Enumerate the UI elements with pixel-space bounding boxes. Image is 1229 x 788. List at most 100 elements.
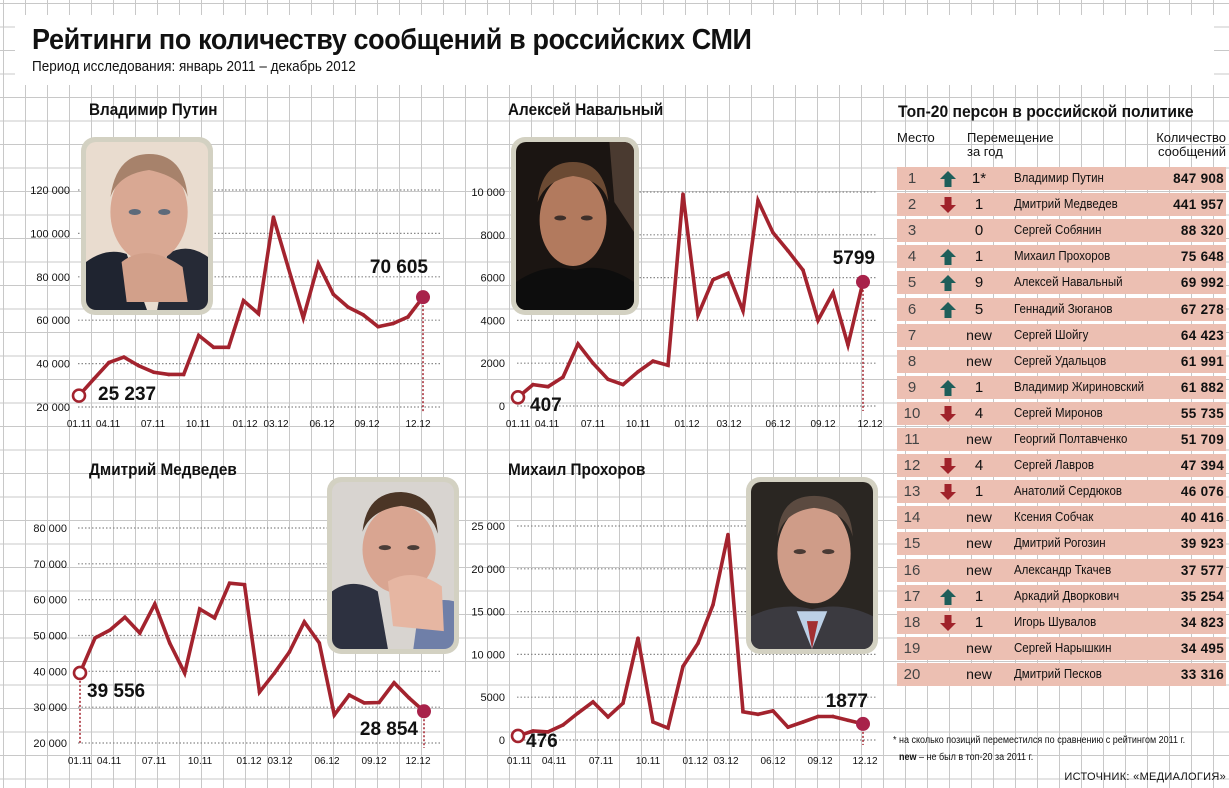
data-point bbox=[591, 361, 595, 366]
data-point bbox=[756, 712, 760, 717]
data-point bbox=[362, 701, 366, 705]
data-point bbox=[286, 266, 291, 270]
data-point bbox=[636, 369, 640, 374]
data-point bbox=[346, 305, 351, 309]
row-move: 9 bbox=[974, 274, 984, 292]
data-point bbox=[576, 711, 580, 715]
footnote-new: new – не был в топ-20 за 2011 г. bbox=[899, 752, 1201, 763]
row-move: new bbox=[966, 639, 992, 656]
data-point bbox=[107, 360, 111, 365]
row-place: 12 bbox=[903, 457, 921, 475]
data-point bbox=[377, 700, 381, 705]
row-name: Владимир Жириновский bbox=[1014, 379, 1145, 394]
row-place: 2 bbox=[907, 196, 917, 214]
x-tick-label: 09.12 bbox=[354, 419, 379, 430]
row-move: new bbox=[966, 326, 992, 343]
x-tick-label: 01.12 bbox=[236, 756, 261, 767]
data-point bbox=[681, 664, 685, 669]
data-point bbox=[152, 602, 157, 606]
data-point bbox=[816, 714, 820, 719]
row-place: 19 bbox=[903, 639, 921, 657]
data-point bbox=[786, 249, 790, 253]
start-marker bbox=[72, 665, 88, 681]
data-point bbox=[681, 192, 685, 196]
end-value-label: 70 605 bbox=[370, 257, 429, 278]
x-tick-label: 06.12 bbox=[309, 419, 334, 430]
data-point bbox=[361, 312, 365, 317]
data-point bbox=[167, 641, 172, 645]
data-point bbox=[93, 636, 97, 640]
y-tick-label: 70 000 bbox=[33, 559, 67, 571]
row-name: Аркадий Дворкович bbox=[1014, 588, 1120, 603]
portrait-prokhorov-image bbox=[751, 482, 873, 649]
chart-title-prokhorov: Михаил Прохоров bbox=[508, 460, 646, 479]
y-tick-label: 6000 bbox=[481, 273, 505, 285]
start-value-label: 476 bbox=[526, 731, 558, 752]
end-value-label: 1877 bbox=[826, 691, 868, 712]
row-place: 5 bbox=[907, 274, 917, 292]
table-row: 17 1 Аркадий Дворкович 35 254 bbox=[897, 584, 1226, 608]
row-move: 1 bbox=[974, 248, 984, 266]
x-tick-label: 01.12 bbox=[674, 419, 699, 430]
data-point bbox=[696, 313, 700, 317]
y-tick-label: 0 bbox=[499, 401, 505, 413]
col-header-place: Место bbox=[897, 130, 935, 145]
data-point bbox=[92, 376, 96, 381]
series-line-navalny bbox=[516, 193, 865, 400]
x-tick-label: 12.12 bbox=[857, 419, 882, 430]
table-row: 10 4 Сергей Миронов 55 735 bbox=[897, 401, 1226, 425]
row-count: 88 320 bbox=[1180, 223, 1224, 239]
row-count: 37 577 bbox=[1180, 562, 1224, 578]
table-row: 15 new Дмитрий Рогозин 39 923 bbox=[897, 532, 1226, 556]
col-header-count: Количество сообщений bbox=[1156, 131, 1226, 159]
data-point bbox=[226, 345, 231, 350]
row-place: 18 bbox=[903, 613, 921, 631]
x-tick-label: 10.11 bbox=[626, 419, 651, 430]
x-tick-label: 06.12 bbox=[765, 419, 790, 430]
start-value-label: 25 237 bbox=[98, 384, 156, 405]
portrait-navalny bbox=[511, 137, 639, 315]
data-point bbox=[621, 382, 625, 387]
data-point bbox=[257, 690, 262, 694]
portrait-putin bbox=[81, 137, 213, 315]
arrow-up-icon bbox=[940, 275, 956, 292]
row-name: Александр Ткачев bbox=[1014, 562, 1112, 577]
row-place: 7 bbox=[907, 326, 917, 344]
x-tick-label: 12.12 bbox=[405, 756, 430, 767]
row-count: 46 076 bbox=[1180, 484, 1224, 500]
row-move: new bbox=[966, 561, 992, 578]
start-value-label: 407 bbox=[530, 395, 562, 416]
x-tick-label: 04.11 bbox=[96, 419, 121, 430]
x-tick-label: 03.12 bbox=[267, 756, 292, 767]
row-place: 17 bbox=[903, 587, 921, 605]
portrait-putin-image bbox=[86, 142, 208, 310]
arrow-up-icon bbox=[940, 301, 956, 318]
series-line-prokhorov bbox=[516, 534, 865, 738]
end-marker bbox=[856, 716, 870, 731]
data-point bbox=[606, 715, 610, 719]
x-tick-label: 10.11 bbox=[188, 756, 213, 767]
x-tick-label: 12.12 bbox=[852, 756, 877, 767]
row-name: Сергей Шойгу bbox=[1014, 327, 1089, 342]
row-move: 4 bbox=[974, 404, 984, 422]
x-tick-label: 03.12 bbox=[716, 419, 741, 430]
data-point bbox=[256, 311, 261, 316]
data-point bbox=[123, 615, 127, 620]
row-name: Дмитрий Медведев bbox=[1014, 197, 1118, 212]
data-point bbox=[181, 372, 186, 377]
x-tick-label: 01.11 bbox=[68, 756, 93, 767]
data-point bbox=[331, 292, 336, 296]
data-point bbox=[392, 681, 396, 685]
x-tick-label: 01.11 bbox=[67, 419, 92, 430]
table-row: 4 1 Михаил Прохоров 75 648 bbox=[897, 245, 1226, 269]
row-count: 40 416 bbox=[1180, 510, 1224, 526]
x-tick-label: 10.11 bbox=[186, 419, 211, 430]
data-point bbox=[561, 723, 565, 727]
data-point bbox=[801, 720, 805, 724]
row-place: 6 bbox=[907, 300, 917, 318]
data-point bbox=[786, 725, 790, 729]
row-name: Георгий Полтавченко bbox=[1014, 432, 1128, 446]
x-tick-label: 09.12 bbox=[807, 756, 832, 767]
table-row: 2 1 Дмитрий Медведев 441 957 bbox=[897, 193, 1226, 217]
row-move: 5 bbox=[974, 300, 984, 318]
